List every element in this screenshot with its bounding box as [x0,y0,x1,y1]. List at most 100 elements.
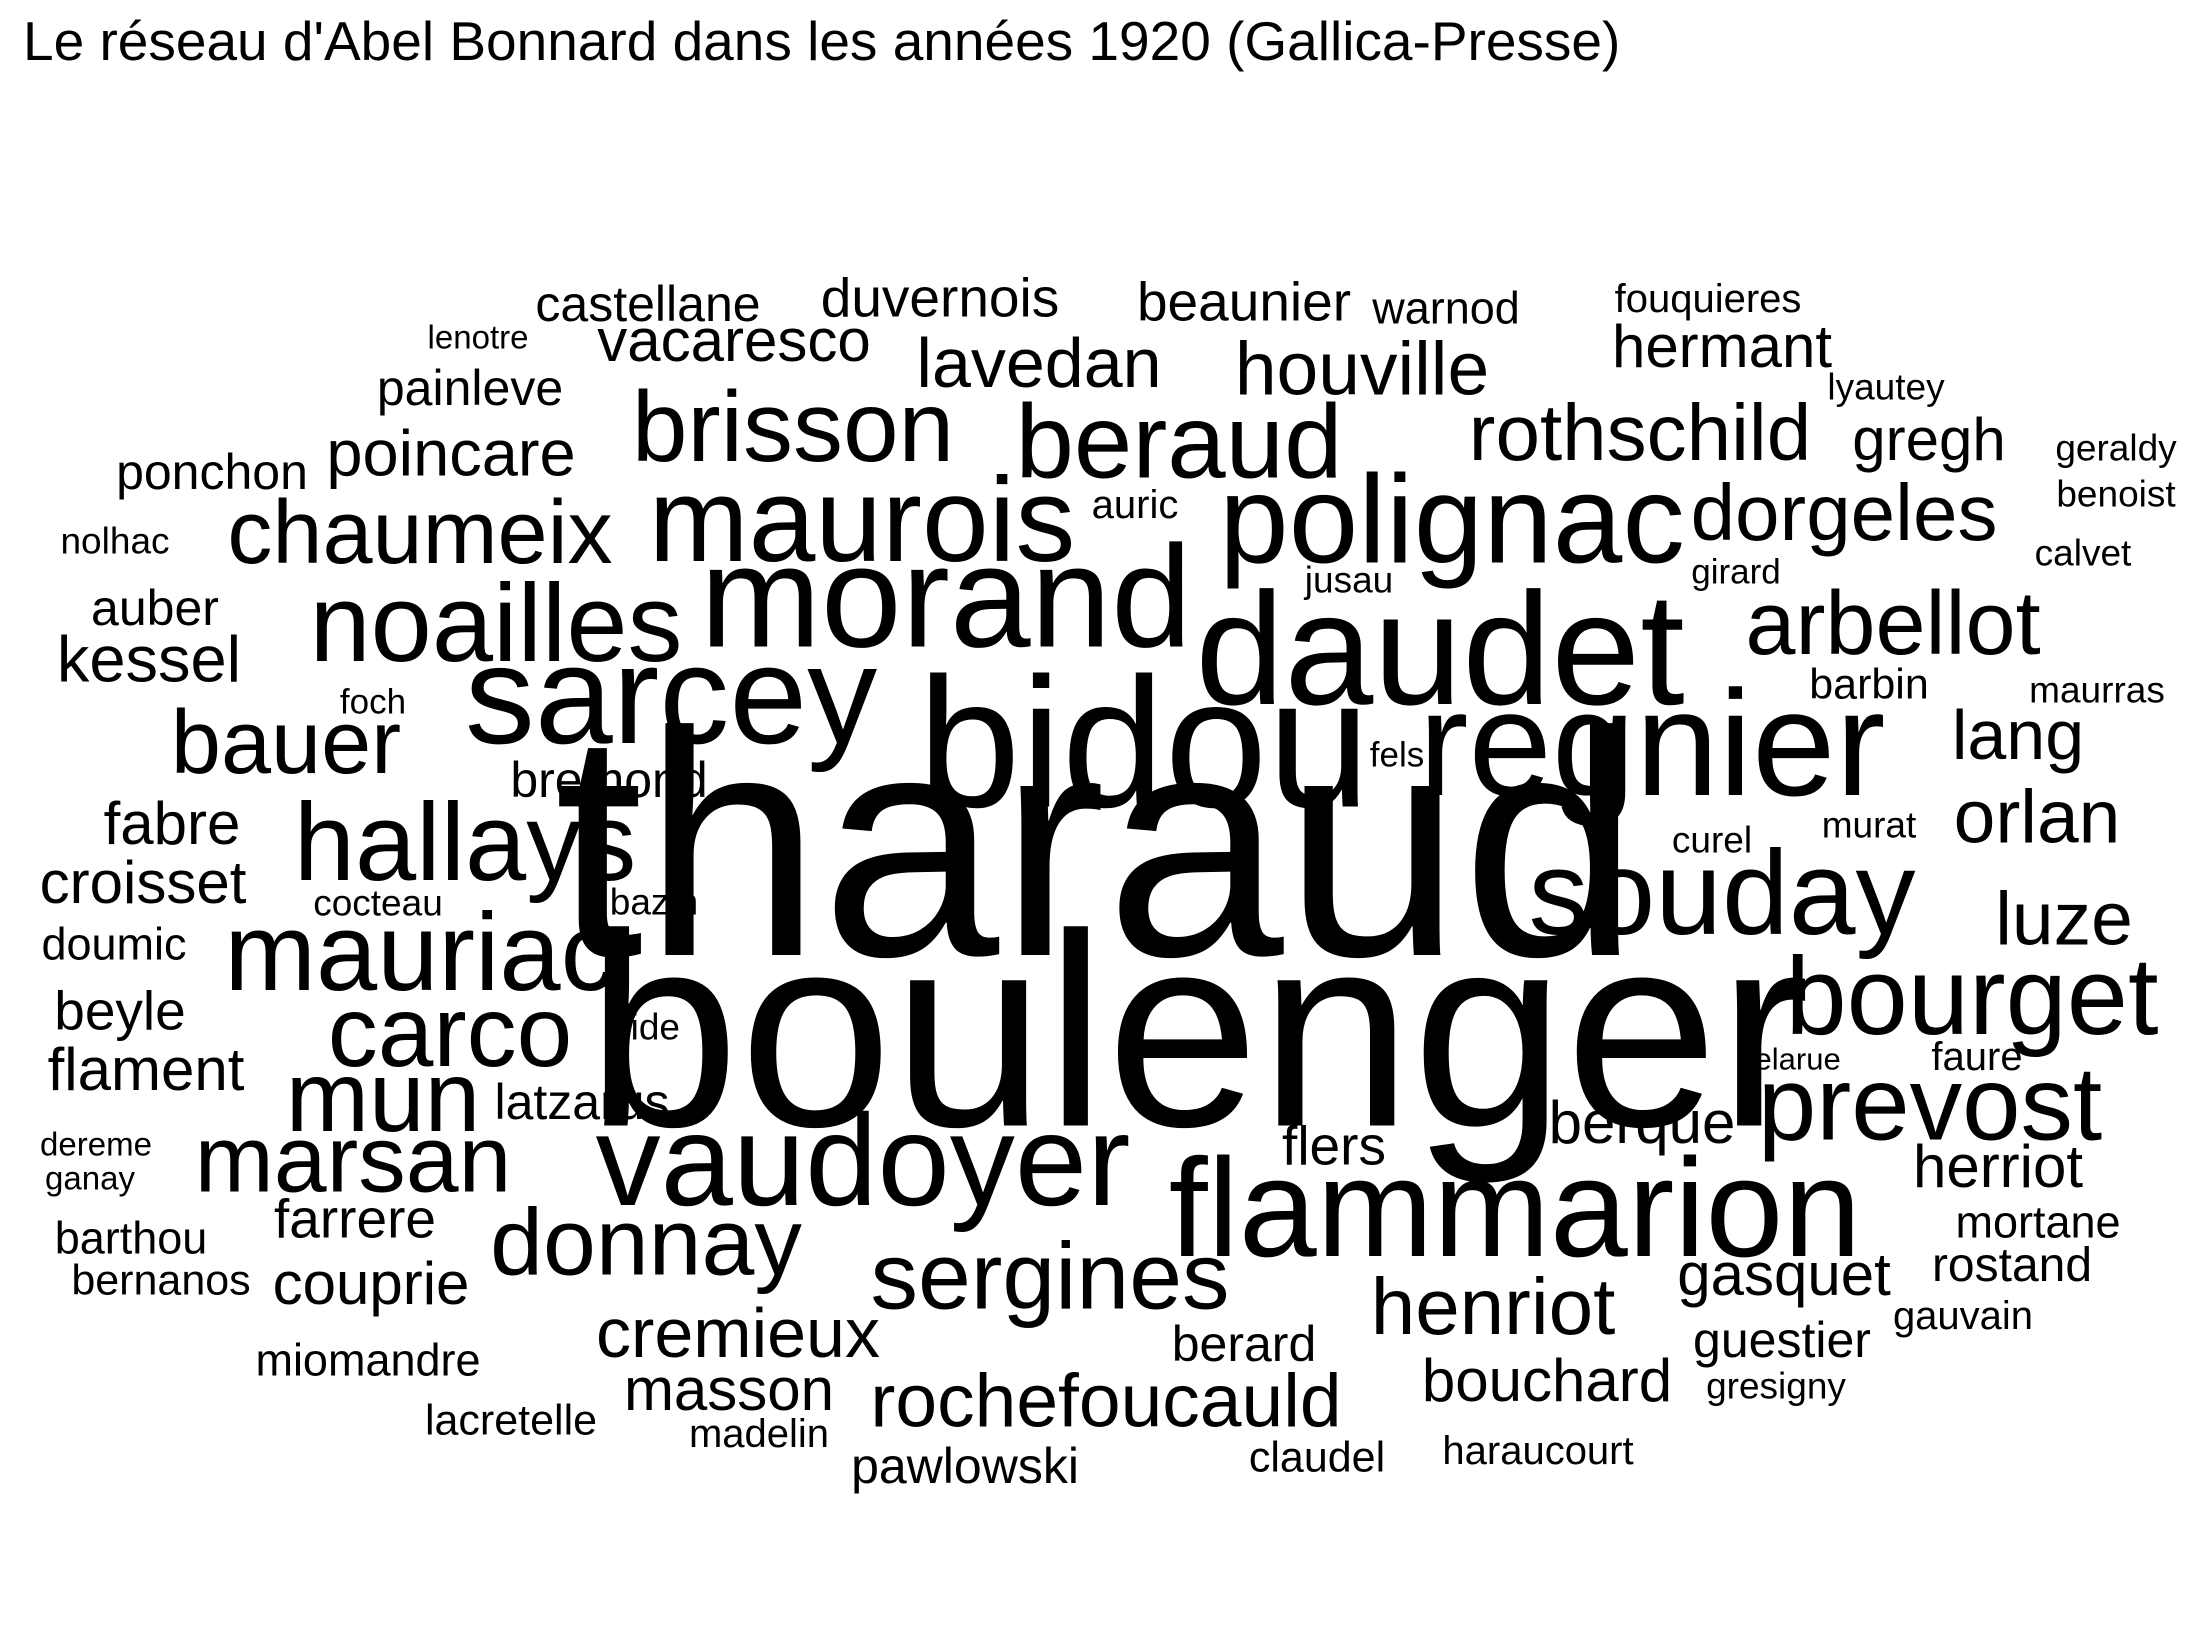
word-flammarion: flammarion [1168,1129,1862,1286]
word-gide: gide [610,1006,680,1048]
word-auber: auber [91,580,219,636]
word-hallays: hallays [293,781,637,904]
word-tharaud: tharaud [554,665,1640,1023]
word-dereme: dereme [40,1125,152,1163]
word-mauriac: mauriac [224,891,616,1014]
word-berard: berard [1171,1316,1317,1372]
word-duvernois: duvernois [820,266,1060,329]
word-arbellot: arbellot [1745,574,2041,674]
word-lenotre: lenotre [427,318,529,356]
word-delarue: delarue [1737,1041,1841,1077]
word-morand: morand [700,515,1192,678]
word-luze: luze [1995,876,2133,961]
word-lyautey: lyautey [1827,366,1945,408]
word-souday: souday [1528,826,1916,960]
word-boulenger: boulenger [586,877,1810,1185]
word-warnod: warnod [1372,282,1520,334]
word-madelin: madelin [688,1412,830,1456]
word-fouquieres: fouquieres [1614,277,1802,321]
word-croisset: croisset [39,849,247,916]
word-daudet: daudet [1195,559,1685,738]
word-flament: flament [47,1036,245,1103]
word-masson: masson [623,1356,835,1423]
word-maurras: maurras [2029,669,2165,711]
word-bremond: bremond [510,752,708,808]
word-beaunier: beaunier [1136,270,1352,333]
word-gauvain: gauvain [1892,1294,2034,1338]
word-bidou: bidou [917,640,1371,847]
word-haraucourt: haraucourt [1442,1429,1634,1473]
word-dorgeles: dorgeles [1690,468,1998,557]
word-herriot: herriot [1912,1133,2084,1200]
word-rochefoucauld: rochefoucauld [870,1358,1342,1443]
word-pawlowski: pawlowski [851,1438,1079,1494]
word-gresigny: gresigny [1706,1365,1846,1407]
word-houville: houville [1234,326,1490,411]
word-bazin: bazin [609,881,699,923]
word-lavedan: lavedan [916,324,1162,402]
word-foch: foch [339,682,407,722]
word-barthou: barthou [54,1212,208,1264]
word-gasquet: gasquet [1677,1241,1891,1308]
word-auric: auric [1091,483,1179,527]
word-maurois: maurois [648,453,1076,587]
word-latzarus: latzarus [494,1074,670,1130]
word-sarcey: sarcey [464,616,878,773]
word-hermant: hermant [1611,313,1833,380]
word-jusau: jusau [1304,559,1394,601]
word-flers: flers [1282,1114,1386,1177]
word-beraud: beraud [1015,383,1343,501]
word-rothschild: rothschild [1468,388,1812,477]
word-miomandre: miomandre [255,1334,481,1386]
word-beyle: beyle [54,979,186,1042]
word-prevost: prevost [1757,1045,2103,1163]
word-lang: lang [1951,696,2085,774]
word-benoist: benoist [2056,473,2176,515]
word-bernanos: bernanos [71,1256,251,1305]
word-lacretelle: lacretelle [424,1396,598,1445]
word-vaudoyer: vaudoyer [595,1087,1131,1233]
word-mun: mun [285,1041,481,1153]
word-curel: curel [1671,819,1753,861]
page-title: Le réseau d'Abel Bonnard dans les années… [23,10,1621,72]
word-ganay: ganay [45,1159,135,1197]
word-orlan: orlan [1953,774,2121,859]
word-gregh: gregh [1852,406,2006,473]
word-mortane: mortane [1955,1196,2121,1248]
word-painleve: painleve [376,360,564,416]
word-henriot: henriot [1370,1262,1616,1351]
word-bouchard: bouchard [1421,1347,1673,1414]
word-doumic: doumic [41,918,187,970]
word-girard: girard [1691,552,1781,592]
word-poincare: poincare [326,416,576,490]
word-ponchon: ponchon [116,444,308,500]
word-sergines: sergines [870,1223,1230,1330]
word-marsan: marsan [194,1106,512,1213]
word-geraldy: geraldy [2055,427,2177,469]
word-kessel: kessel [56,622,242,696]
word-murat: murat [1821,804,1917,846]
word-regnier: regnier [1418,659,1886,827]
word-carco: carco [327,976,573,1088]
word-calvet: calvet [2034,532,2132,574]
word-faure: faure [1931,1035,2023,1079]
word-polignac: polignac [1219,450,1685,590]
word-bourget: bourget [1785,935,2159,1058]
word-barbin: barbin [1809,660,1929,709]
word-noailles: noailles [309,562,683,685]
word-vacaresco: vacaresco [597,307,871,374]
word-cocteau: cocteau [313,882,443,924]
word-farrere: farrere [274,1187,436,1250]
word-berque: berque [1548,1089,1736,1156]
word-bauer: bauer [170,693,402,793]
word-chaumeix: chaumeix [227,483,613,583]
word-claudel: claudel [1248,1433,1386,1482]
word-castellane: castellane [535,276,761,332]
word-fabre: fabre [103,790,241,857]
word-nolhac: nolhac [60,520,170,562]
word-fels: fels [1369,735,1425,775]
word-couprie: couprie [272,1250,470,1317]
word-donnay: donnay [490,1189,802,1296]
word-cremieux: cremieux [596,1294,880,1372]
